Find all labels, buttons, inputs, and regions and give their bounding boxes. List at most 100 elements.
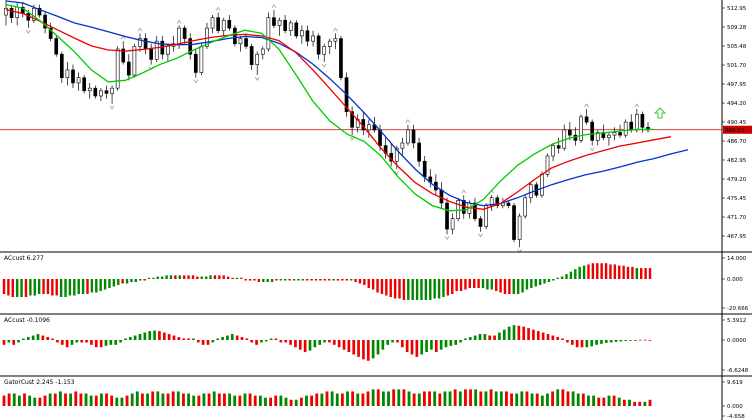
histogram-bar-gator bbox=[505, 391, 508, 406]
histogram-bar-acust2 bbox=[532, 329, 535, 340]
histogram-bar-gator bbox=[248, 393, 252, 406]
indicator-label-acust2: ACcust -0.1096 bbox=[4, 317, 50, 324]
candle bbox=[37, 7, 42, 16]
histogram-bar-acust bbox=[420, 279, 423, 301]
histogram-bar-gator bbox=[74, 391, 78, 406]
histogram-bar-acust2 bbox=[522, 326, 526, 340]
candle bbox=[305, 30, 310, 42]
histogram-bar-acust bbox=[380, 279, 384, 295]
histogram-bar-acust2 bbox=[264, 340, 268, 342]
candle bbox=[255, 53, 260, 65]
current-price-tag bbox=[723, 125, 752, 134]
histogram-bar-acust bbox=[301, 279, 305, 281]
histogram-bar-acust bbox=[292, 279, 296, 281]
histogram-bar-acust2 bbox=[566, 340, 569, 343]
histogram-bar-acust2 bbox=[70, 340, 74, 345]
histogram-bar-gator bbox=[346, 391, 349, 406]
candle bbox=[4, 7, 8, 16]
histogram-bar-acust2 bbox=[177, 337, 181, 340]
fractal-down-marker bbox=[444, 236, 450, 241]
histogram-bar-acust2 bbox=[221, 337, 224, 340]
histogram-bar-acust2 bbox=[541, 332, 545, 340]
fractal-up-marker bbox=[215, 6, 221, 11]
histogram-bar-acust bbox=[266, 279, 269, 283]
indicator-axis-label: -6.6248 bbox=[727, 368, 749, 374]
histogram-bar-gator bbox=[438, 393, 442, 406]
histogram-bar-gator bbox=[176, 391, 180, 406]
histogram-bar-acust bbox=[371, 279, 375, 290]
candle bbox=[193, 53, 198, 73]
candle bbox=[579, 116, 583, 141]
histogram-bar-gator bbox=[530, 393, 534, 406]
histogram-bar-acust bbox=[385, 279, 388, 296]
candle bbox=[556, 145, 561, 149]
histogram-bar-gator bbox=[192, 395, 196, 406]
histogram-bar-acust2 bbox=[619, 340, 623, 342]
histogram-bar-gator bbox=[12, 393, 16, 406]
histogram-bar-acust bbox=[275, 279, 278, 281]
histogram-bar-acust2 bbox=[352, 340, 356, 355]
candle bbox=[322, 46, 327, 55]
histogram-bar-gator bbox=[233, 395, 237, 406]
histogram-bar-gator bbox=[2, 395, 6, 406]
histogram-bar-gator bbox=[428, 391, 431, 406]
histogram-bar-acust2 bbox=[561, 338, 564, 340]
candle bbox=[545, 155, 550, 175]
fractal-down-marker bbox=[394, 170, 400, 175]
histogram-bar-acust2 bbox=[201, 340, 205, 345]
histogram-bar-gator bbox=[458, 391, 462, 406]
price-axis-label: 497.95 bbox=[727, 82, 747, 88]
histogram-bar-acust bbox=[587, 264, 590, 279]
candle bbox=[445, 202, 449, 230]
histogram-bar-acust2 bbox=[12, 340, 16, 345]
histogram-bar-acust bbox=[200, 276, 203, 279]
histogram-bar-acust bbox=[574, 269, 577, 279]
candle bbox=[640, 113, 645, 128]
candle bbox=[350, 111, 354, 128]
histogram-bar-acust bbox=[376, 279, 379, 293]
histogram-bar-gator bbox=[464, 389, 467, 406]
candle bbox=[138, 38, 142, 47]
histogram-bar-gator bbox=[217, 393, 221, 406]
histogram-bar-acust bbox=[363, 279, 366, 286]
candle bbox=[333, 38, 338, 42]
histogram-bar-acust2 bbox=[172, 335, 176, 340]
fractal-up-marker bbox=[405, 118, 411, 123]
histogram-bar-gator bbox=[617, 397, 621, 406]
histogram-bar-acust bbox=[209, 275, 212, 279]
candle bbox=[71, 69, 75, 84]
fractal-down-marker bbox=[349, 136, 355, 141]
histogram-bar-acust2 bbox=[158, 331, 161, 340]
histogram-bar-gator bbox=[202, 393, 206, 406]
histogram-bar-acust2 bbox=[425, 340, 428, 353]
histogram-bar-acust bbox=[508, 279, 511, 295]
histogram-bar-gator bbox=[340, 393, 344, 406]
histogram-bar-gator bbox=[622, 399, 626, 406]
histogram-bar-acust bbox=[103, 279, 107, 290]
candle bbox=[629, 121, 634, 131]
candle bbox=[316, 35, 321, 55]
candle bbox=[110, 87, 114, 94]
histogram-bar-gator bbox=[597, 397, 601, 406]
histogram-bar-gator bbox=[294, 399, 298, 406]
indicator-axis-label: -20.666 bbox=[727, 306, 749, 312]
histogram-bar-gator bbox=[274, 395, 278, 406]
histogram-bar-acust2 bbox=[303, 340, 307, 353]
histogram-bar-acust2 bbox=[405, 340, 409, 353]
histogram-bar-acust bbox=[86, 279, 89, 295]
histogram-bar-acust2 bbox=[60, 340, 64, 345]
candle bbox=[272, 17, 276, 26]
histogram-bar-gator bbox=[397, 389, 401, 406]
histogram-bar-gator bbox=[156, 391, 160, 406]
candle bbox=[177, 27, 181, 45]
histogram-bar-acust2 bbox=[56, 340, 59, 343]
histogram-bar-gator bbox=[243, 393, 247, 406]
candle bbox=[607, 134, 611, 139]
histogram-bar-acust2 bbox=[391, 340, 394, 343]
fractal-down-marker bbox=[193, 79, 199, 84]
candle bbox=[87, 87, 92, 92]
histogram-bar-gator bbox=[561, 389, 565, 406]
histogram-bar-gator bbox=[443, 391, 447, 406]
histogram-bar-acust bbox=[543, 279, 546, 284]
